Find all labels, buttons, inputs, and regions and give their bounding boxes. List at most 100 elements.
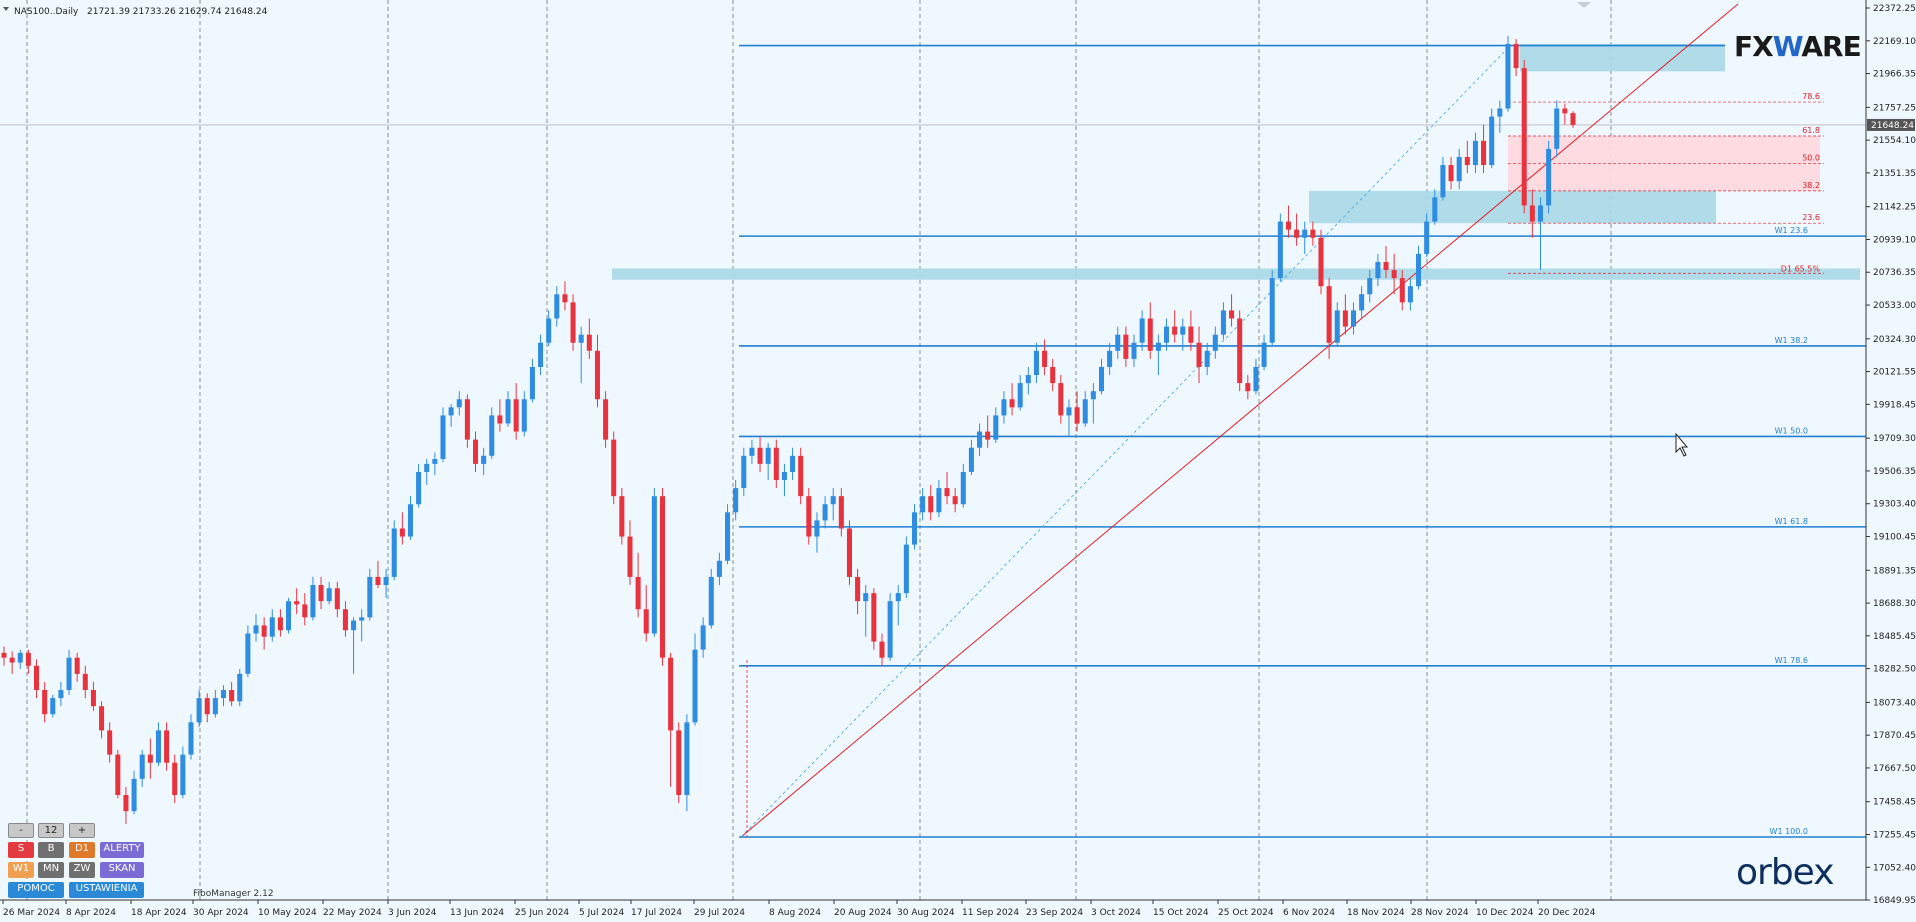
candle-body: [603, 399, 609, 440]
price-tick-label: 18891.35: [1873, 566, 1916, 576]
candle-body: [359, 617, 365, 621]
fib-diagonal-line: [740, 45, 1511, 838]
buy-button[interactable]: B: [38, 842, 64, 858]
alerts-button[interactable]: ALERTY: [100, 842, 144, 858]
candle-body: [1147, 318, 1153, 351]
fibo-manager-label: FiboManager 2.12: [193, 889, 274, 899]
zw-button[interactable]: ZW: [69, 862, 95, 878]
candle-body: [830, 496, 836, 505]
chart-header-ohlc: 21721.39 21733.26 21629.74 21648.24: [87, 7, 268, 17]
candle-body: [659, 496, 666, 658]
candle-body: [806, 496, 812, 537]
candle-body: [733, 488, 739, 513]
candle-body: [570, 302, 576, 343]
time-tick-label: 13 Jun 2024: [450, 908, 504, 918]
price-tick-label: 19709.30: [1873, 434, 1916, 444]
candle-body: [1416, 253, 1422, 287]
candle-body: [1537, 205, 1544, 222]
price-tick-label: 20324.30: [1873, 335, 1916, 345]
candle-body: [407, 504, 413, 537]
candle-body: [725, 512, 731, 561]
candle-body: [1001, 399, 1007, 416]
price-tick-label: 20121.55: [1873, 368, 1916, 378]
candle-body: [277, 617, 283, 631]
chart-header-symbol: NAS100..Daily: [14, 7, 79, 17]
candle-body: [1367, 278, 1373, 295]
candle-body: [1180, 326, 1186, 335]
candle-body: [318, 585, 324, 602]
time-tick-label: 17 Jul 2024: [631, 908, 682, 918]
candle-body: [367, 576, 373, 618]
shift-marker-icon[interactable]: [1577, 2, 1591, 8]
level-label: W1 50.0: [1775, 426, 1808, 435]
settings-button[interactable]: USTAWIENIA: [69, 882, 144, 898]
collapse-icon[interactable]: [3, 7, 9, 11]
candle-body: [1285, 221, 1291, 230]
candle-body: [188, 722, 194, 755]
candle-body: [107, 730, 113, 755]
decrease-button[interactable]: -: [8, 823, 34, 838]
timeframe-mn-button[interactable]: MN: [38, 862, 64, 878]
candle-body: [1115, 334, 1121, 351]
time-tick-label: 29 Jul 2024: [694, 908, 745, 918]
help-button[interactable]: POMOC: [8, 882, 64, 898]
candle-body: [424, 463, 430, 472]
candle-body: [505, 399, 511, 424]
candle-body: [676, 730, 682, 795]
candle-body: [1513, 43, 1519, 69]
candle-body: [82, 673, 88, 691]
candle-body: [399, 528, 405, 537]
candle-body: [1546, 148, 1552, 206]
candle-body: [887, 601, 893, 658]
candle-body: [440, 415, 446, 460]
increase-button[interactable]: +: [69, 823, 95, 838]
time-tick-label: 10 Dec 2024: [1476, 908, 1534, 918]
candle-body: [952, 496, 958, 505]
time-tick-label: 23 Sep 2024: [1026, 908, 1083, 918]
candle-body: [1269, 278, 1275, 343]
candle-body: [749, 447, 755, 456]
candle-body: [1155, 342, 1161, 351]
candle-body: [1440, 165, 1446, 198]
fxware-logo: FXWARE: [1734, 30, 1862, 63]
candle-body: [180, 754, 186, 795]
price-tick-label: 21351.35: [1873, 169, 1916, 179]
level-label: W1 23.6: [1775, 226, 1808, 235]
timeframe-d1-button[interactable]: D1: [69, 842, 95, 858]
price-zone: [612, 268, 1860, 280]
candle-body: [611, 439, 617, 497]
candle-body: [521, 399, 527, 432]
count-field[interactable]: 12: [38, 823, 64, 838]
candle-body: [1196, 342, 1202, 367]
candle-body: [375, 576, 381, 586]
candle-body: [229, 690, 235, 702]
candle-body: [131, 778, 137, 812]
candle-body: [1261, 342, 1267, 367]
candle-body: [139, 754, 145, 779]
candle-body: [1123, 334, 1129, 359]
candle-body: [1245, 383, 1251, 392]
time-tick-label: 25 Oct 2024: [1218, 908, 1274, 918]
candle-body: [212, 698, 218, 715]
timeframe-w1-button[interactable]: W1: [8, 862, 34, 878]
candle-body: [985, 431, 991, 440]
mouse-cursor-icon: [1675, 432, 1689, 457]
candle-body: [481, 455, 487, 464]
candle-body: [1302, 229, 1308, 238]
candle-body: [196, 698, 202, 723]
candle-body: [1204, 350, 1210, 367]
candle-body: [1131, 342, 1137, 359]
candle-body: [790, 455, 796, 472]
candle-body: [1529, 205, 1535, 222]
candle-body: [172, 762, 178, 795]
candle-body: [456, 399, 462, 408]
candle-body: [123, 794, 129, 812]
sell-button[interactable]: S: [8, 842, 34, 858]
price-tick-label: 17255.45: [1873, 831, 1916, 841]
time-tick-label: 18 Nov 2024: [1347, 908, 1405, 918]
scan-button[interactable]: SKAN: [100, 862, 144, 878]
candle-body: [863, 593, 869, 602]
candle-body: [1326, 286, 1332, 343]
